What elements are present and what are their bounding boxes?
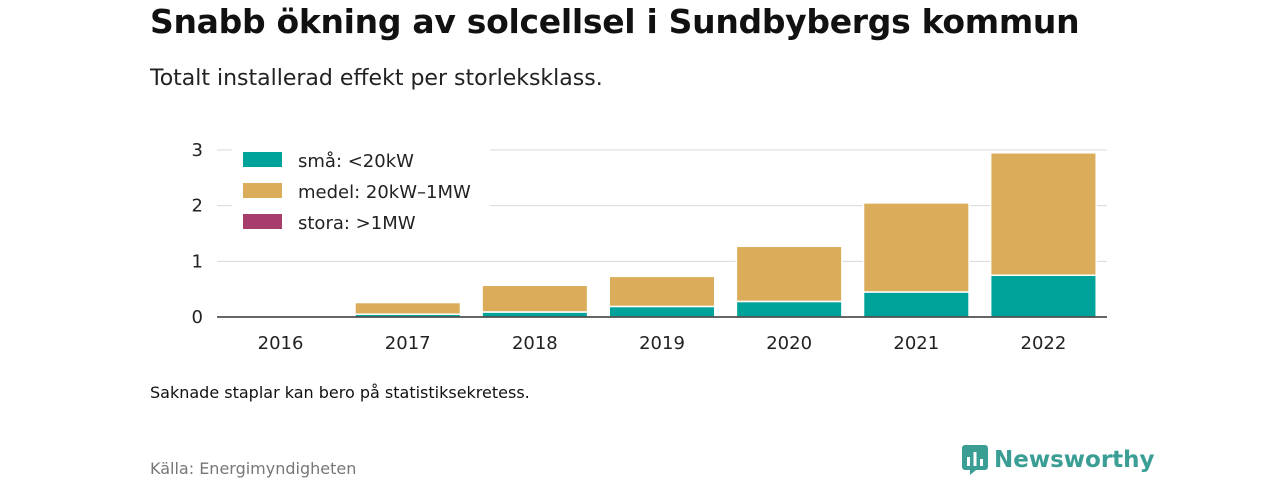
bar-2022-series-0[interactable] xyxy=(989,274,1097,318)
newsworthy-logo-icon xyxy=(962,445,988,475)
bar-2021-series-0[interactable] xyxy=(862,291,970,318)
legend-swatch-2 xyxy=(243,214,282,229)
x-tick-label: 2022 xyxy=(1021,333,1067,354)
y-tick-label: 1 xyxy=(192,251,203,272)
x-tick-label: 2018 xyxy=(512,333,558,354)
legend-swatch-0 xyxy=(243,152,282,167)
bar-2021-series-1[interactable] xyxy=(862,202,970,293)
x-tick-label: 2017 xyxy=(385,333,431,354)
bar-2017-series-1[interactable] xyxy=(354,301,462,315)
bar-2018-series-0[interactable] xyxy=(481,311,589,318)
brand-name: Newsworthy xyxy=(994,447,1155,473)
x-tick-label: 2020 xyxy=(766,333,812,354)
bar-2020-series-1[interactable] xyxy=(735,245,843,303)
bar-2020-series-0[interactable] xyxy=(735,300,843,318)
y-tick-label: 3 xyxy=(192,140,203,161)
source-credit: Källa: Energimyndigheten xyxy=(150,459,357,478)
stacked-bar-chart: 0 1 2 3 2016 2017 2018 2019 2020 2021 2022 små: <2… xyxy=(192,140,1107,354)
bar-2019-series-1[interactable] xyxy=(608,275,716,308)
bar-2018-series-1[interactable] xyxy=(481,284,589,313)
y-tick-label: 2 xyxy=(192,196,203,217)
chart-subtitle: Totalt installerad effekt per storlekskl… xyxy=(150,66,603,91)
x-tick-label: 2021 xyxy=(893,333,939,354)
legend-label-2: stora: >1MW xyxy=(298,213,416,234)
bar-2022-series-1[interactable] xyxy=(989,152,1097,277)
legend-label-0: små: <20kW xyxy=(298,151,414,172)
newsworthy-logo[interactable]: Newsworthy xyxy=(962,445,1155,475)
legend-swatch-1 xyxy=(243,183,282,198)
legend-label-1: medel: 20kW–1MW xyxy=(298,182,471,203)
y-tick-label: 0 xyxy=(192,307,203,328)
x-tick-label: 2019 xyxy=(639,333,685,354)
x-tick-label: 2016 xyxy=(258,333,304,354)
chart-note: Saknade staplar kan bero på statistiksek… xyxy=(150,383,530,402)
chart-title: Snabb ökning av solcellsel i Sundbybergs… xyxy=(150,2,1080,41)
bar-2019-series-0[interactable] xyxy=(608,305,716,318)
